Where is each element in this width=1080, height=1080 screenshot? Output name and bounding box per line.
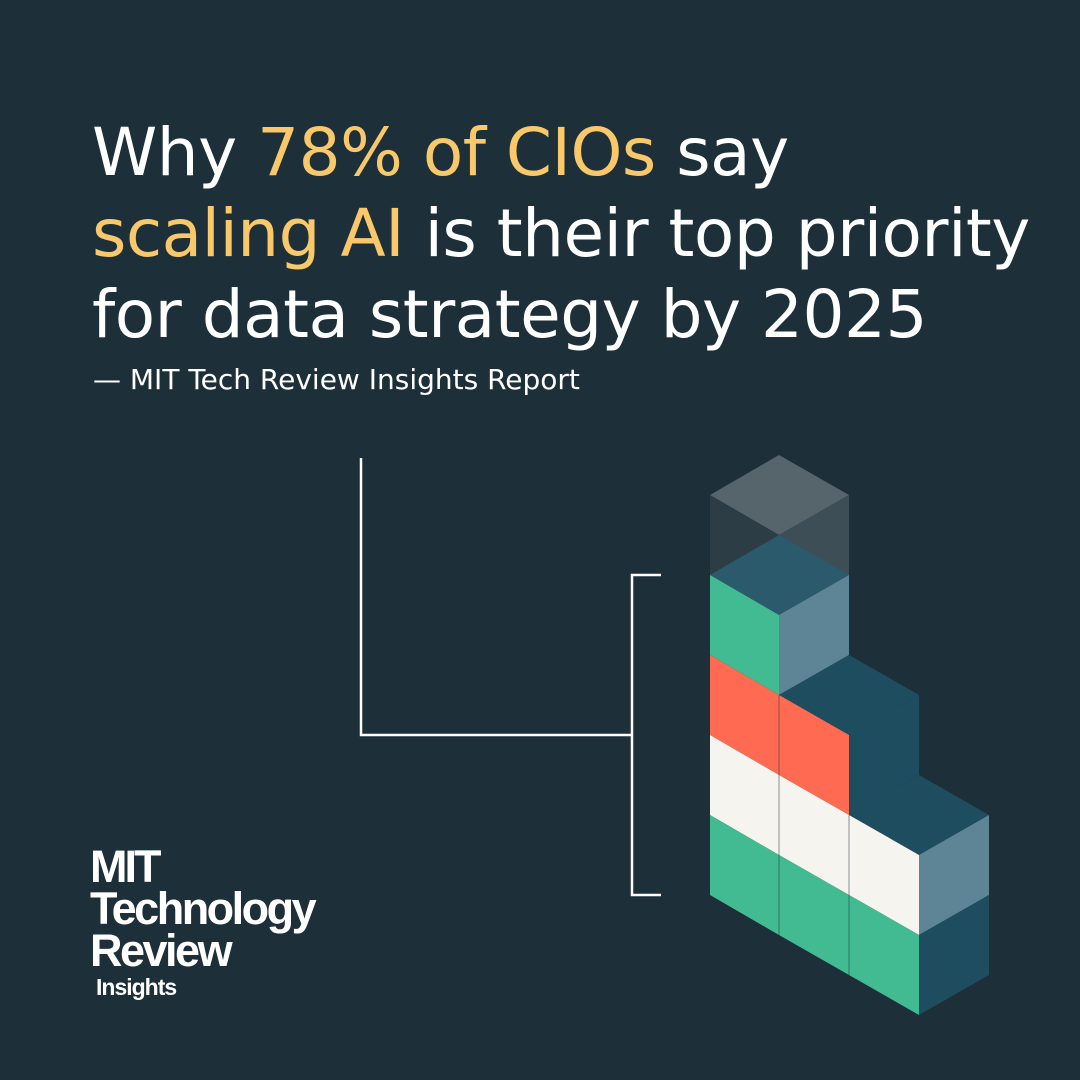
left-column — [710, 535, 849, 935]
middle-column — [779, 575, 919, 975]
headline-line2-post: is their top priority — [404, 195, 1031, 272]
right-column — [849, 775, 989, 1015]
headline-highlight-stat: 78% of CIOs — [257, 114, 656, 191]
block-seams — [778, 695, 850, 975]
logo-line-insights: Insights — [96, 974, 177, 1000]
headline-line3: for data strategy by 2025 — [92, 276, 928, 353]
headline-line1-pre: Why — [92, 114, 258, 191]
headline: Why 78% of CIOs say scaling AI is their … — [92, 112, 1052, 355]
mit-technology-review-insights-logo: MIT Technology Review Insights — [90, 841, 317, 1000]
connector-elbow-line — [359, 458, 632, 737]
bracket-line — [630, 573, 661, 897]
logo-line-technology: Technology — [90, 883, 317, 934]
connector-lines — [359, 458, 661, 897]
attribution: — MIT Tech Review Insights Report — [93, 363, 580, 396]
headline-highlight-topic: scaling AI — [92, 195, 405, 272]
headline-line1-post: say — [655, 114, 789, 191]
logo-line-mit: MIT — [90, 841, 161, 892]
logo-line-review: Review — [90, 925, 233, 976]
